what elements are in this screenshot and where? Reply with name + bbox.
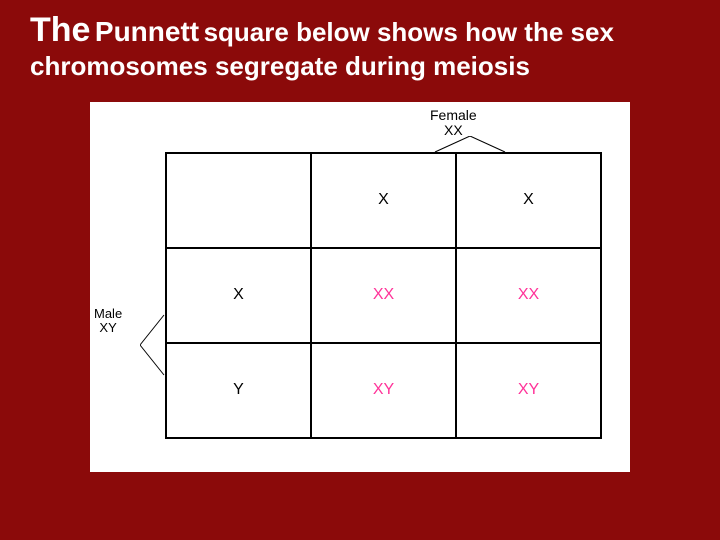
offspring-1-1: XX xyxy=(311,248,456,343)
table-row: X X xyxy=(166,153,601,248)
male-label-text: Male xyxy=(94,307,122,321)
female-label-text: Female xyxy=(430,108,477,123)
male-label-genotype: XY xyxy=(94,321,122,335)
grid-corner xyxy=(166,153,311,248)
female-gamete-1: X xyxy=(311,153,456,248)
title-word-1: The xyxy=(30,11,90,49)
offspring-2-2: XY xyxy=(456,343,601,438)
female-gamete-2: X xyxy=(456,153,601,248)
male-connector-icon xyxy=(140,310,166,380)
male-gamete-2: Y xyxy=(166,343,311,438)
table-row: Y XY XY xyxy=(166,343,601,438)
offspring-2-1: XY xyxy=(311,343,456,438)
offspring-1-2: XX xyxy=(456,248,601,343)
slide-title: The Punnett square below shows how the s… xyxy=(30,10,690,82)
punnett-grid: X X X XX XX Y XY XY xyxy=(165,152,602,439)
table-row: X XX XX xyxy=(166,248,601,343)
slide: The Punnett square below shows how the s… xyxy=(0,0,720,540)
punnett-diagram: Female XX Male XY X X X XX XX xyxy=(90,102,630,472)
male-gamete-1: X xyxy=(166,248,311,343)
title-word-2: Punnett xyxy=(95,16,199,47)
male-label: Male XY xyxy=(94,307,122,336)
female-label: Female XX xyxy=(430,108,477,139)
title-period: . xyxy=(530,51,537,81)
